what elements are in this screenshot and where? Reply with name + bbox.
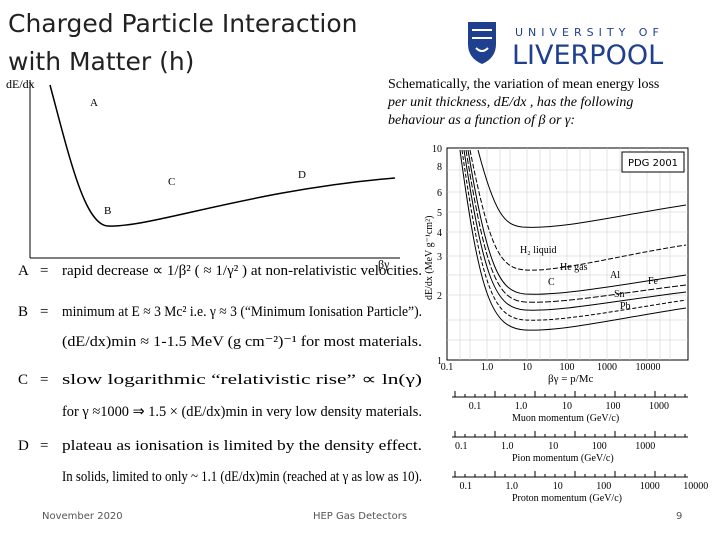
badge: PDG 2001 [628, 158, 678, 169]
momentum-tick-label: 10 [562, 401, 572, 412]
item-text: rapid decrease ∝ 1/β² ( ≈ 1/γ² ) at non-… [62, 263, 422, 279]
item-key: D [18, 438, 29, 454]
logo-top: UNIVERSITY OF [515, 26, 664, 39]
momentum-tick-label: 10 [548, 441, 558, 452]
item-key: B [18, 304, 28, 320]
point-label: B [104, 205, 111, 217]
description: Schematically, the variation of mean ene… [388, 77, 659, 92]
footer-date: November 2020 [42, 511, 123, 522]
logo: UNIVERSITY OF LIVERPOOL [468, 22, 664, 71]
x-label: βγ = p/Mc [548, 373, 593, 385]
point-label: A [90, 97, 98, 109]
y-tick-label: 8 [437, 162, 442, 173]
momentum-tick-label: 100 [606, 401, 621, 412]
momentum-label: Pion momentum (GeV/c) [512, 453, 614, 464]
momentum-tick-label: 1.0 [506, 481, 519, 492]
material-label: Sn [614, 289, 625, 300]
y-tick-label: 10 [432, 144, 442, 155]
momentum-tick-label: 100 [592, 441, 607, 452]
momentum-tick-label: 1.0 [501, 441, 514, 452]
item-eq: = [40, 438, 48, 454]
item-text: minimum at E ≈ 3 Mc² i.e. γ ≈ 3 (“Minimu… [62, 304, 422, 320]
sketch: dE/dx βγ A B C D [6, 77, 400, 271]
momentum-tick-label: 1000 [635, 441, 655, 452]
footer-center: HEP Gas Detectors [313, 511, 407, 522]
description: behaviour as a function of β or γ: [388, 113, 575, 128]
y-label: dE/dx [6, 77, 35, 91]
momentum-label: Proton momentum (GeV/c) [512, 493, 622, 504]
y-tick-label: 1 [437, 356, 442, 367]
item-text: In solids, limited to only ~ 1.1 (dE/dx)… [62, 469, 422, 485]
x-tick-label: 100 [560, 362, 575, 373]
item-key: C [18, 372, 28, 388]
material-label: Pb [620, 301, 631, 312]
material-label: H₂ liquid [520, 245, 557, 256]
material-label: He gas [560, 262, 588, 273]
material-label: C [548, 277, 555, 288]
x-label: βγ [378, 257, 390, 271]
item-eq: = [40, 372, 48, 388]
point-label: C [168, 176, 175, 188]
momentum-tick-label: 0.1 [469, 401, 482, 412]
item-eq: = [40, 304, 48, 320]
title: Charged Particle Interaction [8, 9, 357, 38]
momentum-label: Muon momentum (GeV/c) [512, 413, 619, 424]
x-tick-label: 1000 [597, 362, 617, 373]
momentum-tick-label: 0.1 [455, 441, 468, 452]
material-label: Al [610, 270, 620, 281]
item-text: for γ ≈1000 ⇒ 1.5 × (dE/dx)min in very l… [62, 404, 422, 420]
point-label: D [298, 169, 306, 181]
x-tick-label: 1.0 [481, 362, 494, 373]
material-label: Fe [648, 276, 659, 287]
momentum-tick-label: 1000 [640, 481, 660, 492]
footer-page: 9 [676, 511, 682, 522]
y-tick-label: 2 [437, 291, 442, 302]
momentum-tick-label: 10 [553, 481, 563, 492]
x-tick-label: 10 [522, 362, 532, 373]
momentum-tick-label: 1.0 [515, 401, 528, 412]
momentum-tick-label: 0.1 [460, 481, 473, 492]
item-text: plateau as ionisation is limited by the … [62, 438, 422, 454]
y-tick-label: 3 [437, 252, 442, 263]
logo-bottom: LIVERPOOL [512, 40, 663, 71]
x-tick-label: 0.1 [441, 362, 454, 373]
momentum-tick-label: 100 [596, 481, 611, 492]
y-tick-label: 5 [437, 208, 442, 219]
y-tick-label: 4 [437, 228, 442, 239]
item-eq: = [40, 263, 48, 279]
momentum-tick-label: 1000 [649, 401, 669, 412]
y-label: dE/dx (MeV g⁻¹cm²) [424, 216, 435, 300]
x-tick-label: 10000 [636, 362, 661, 373]
item-key: A [18, 263, 29, 279]
title: with Matter (h) [8, 47, 194, 76]
momentum-tick-label: 10000 [683, 481, 708, 492]
item-text: (dE/dx)min ≈ 1-1.5 MeV (g cm⁻²)⁻¹ for mo… [62, 334, 422, 350]
description: per unit thickness, dE/dx , has the foll… [387, 95, 633, 110]
item-text: slow logarithmic “relativistic rise” ∝ l… [62, 372, 422, 388]
y-tick-label: 6 [437, 188, 442, 199]
pdg-plot: PDG 2001 dE/dx (MeV g⁻¹cm²) βγ = p/Mc [424, 147, 689, 385]
